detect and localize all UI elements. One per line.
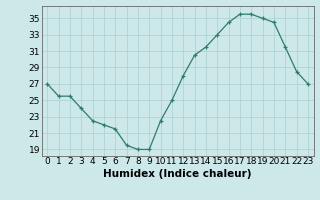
X-axis label: Humidex (Indice chaleur): Humidex (Indice chaleur) — [103, 169, 252, 179]
